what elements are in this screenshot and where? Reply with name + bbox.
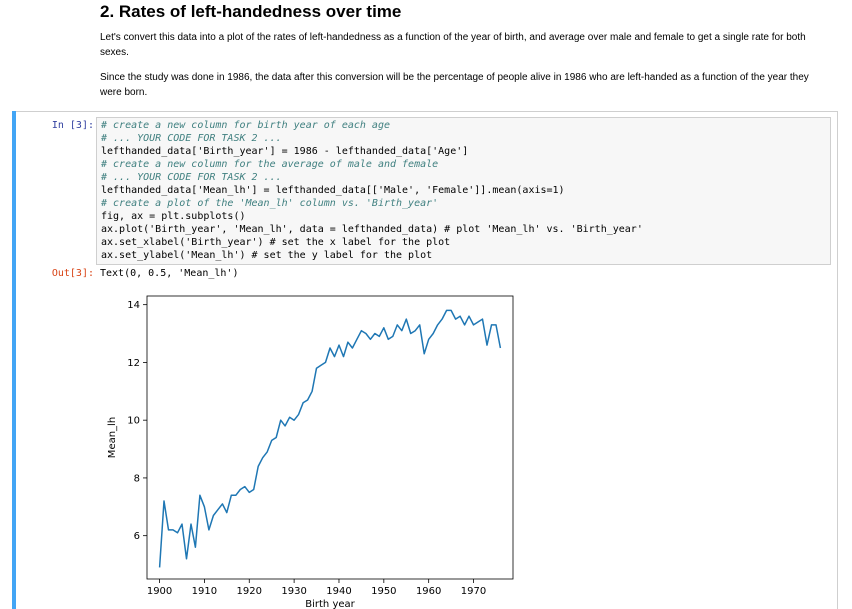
section-heading: 2. Rates of left-handedness over time [100, 2, 402, 21]
input-prompt: In [3]: [51, 120, 94, 131]
y-tick-label: 12 [127, 358, 140, 369]
x-tick-label: 1950 [371, 586, 396, 597]
code-line-5: # ... YOUR CODE FOR TASK 2 ... [101, 172, 282, 183]
y-tick-label: 6 [134, 531, 140, 542]
code-line-9: ax.plot('Birth_year', 'Mean_lh', data = … [101, 224, 643, 235]
cell-selection-bar [12, 111, 16, 609]
x-tick-label: 1930 [281, 586, 306, 597]
y-tick-label: 14 [127, 300, 140, 311]
output-prompt: Out[3]: [51, 268, 94, 279]
x-axis-label: Birth year [305, 599, 355, 609]
y-axis: 6 8 10 12 14 [127, 300, 147, 542]
x-tick-label: 1960 [416, 586, 441, 597]
x-tick-label: 1940 [326, 586, 351, 597]
x-tick-label: 1900 [147, 586, 172, 597]
study-note-paragraph: Since the study was done in 1986, the da… [100, 72, 809, 98]
code-line-4: # create a new column for the average of… [101, 159, 439, 170]
code-line-10: ax.set_xlabel('Birth_year') # set the x … [101, 237, 451, 248]
y-tick-label: 8 [134, 473, 140, 484]
code-line-1: # create a new column for birth year of … [101, 120, 390, 131]
code-line-2: # ... YOUR CODE FOR TASK 2 ... [101, 133, 282, 144]
code-editor[interactable]: # create a new column for birth year of … [96, 117, 831, 265]
intro-paragraph: Let's convert this data into a plot of t… [100, 32, 806, 58]
code-line-8: fig, ax = plt.subplots() [101, 211, 246, 222]
x-axis: 1900 1910 1920 1930 1940 1950 1960 1970 [147, 579, 486, 597]
x-tick-label: 1910 [192, 586, 217, 597]
x-tick-label: 1970 [461, 586, 486, 597]
output-text: Text(0, 0.5, 'Mean_lh') [100, 268, 239, 279]
x-tick-label: 1920 [237, 586, 262, 597]
code-line-11: ax.set_ylabel('Mean_lh') # set the y lab… [101, 250, 433, 261]
code-line-7: # create a plot of the 'Mean_lh' column … [101, 198, 439, 209]
y-axis-label: Mean_lh [107, 417, 118, 458]
plot-frame [146, 295, 514, 580]
series-line-mean-lh [158, 309, 502, 568]
y-tick-label: 10 [127, 416, 140, 427]
code-line-3: lefthanded_data['Birth_year'] = 1986 - l… [101, 146, 469, 157]
code-line-6: lefthanded_data['Mean_lh'] = lefthanded_… [101, 185, 565, 196]
